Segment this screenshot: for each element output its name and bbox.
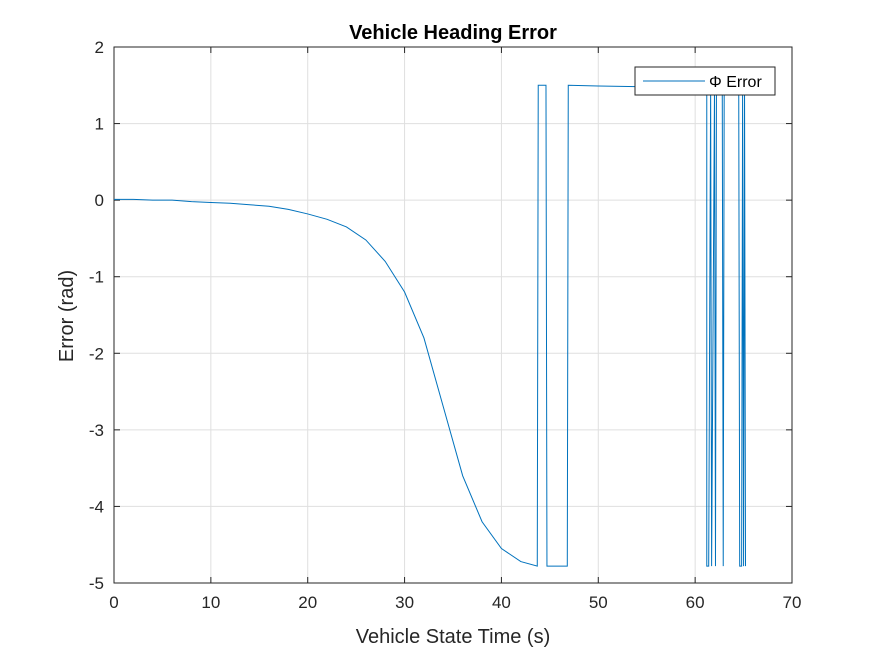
x-tick-label: 70	[783, 593, 802, 612]
y-tick-label: -5	[89, 574, 104, 593]
legend-label: Φ Error	[709, 74, 762, 91]
y-tick-label: 0	[95, 191, 104, 210]
y-tick-label: -1	[89, 268, 104, 287]
y-tick-label: -2	[89, 344, 104, 363]
x-tick-label: 10	[201, 593, 220, 612]
chart-title: Vehicle Heading Error	[349, 22, 557, 44]
x-tick-label: 20	[298, 593, 317, 612]
axes-frame	[113, 46, 793, 584]
axes-background	[114, 47, 792, 583]
x-tick-label: 60	[686, 593, 705, 612]
series-line-phi-error	[114, 84, 747, 567]
x-tick-label: 0	[109, 593, 118, 612]
plot-area: 0 10 20 30 40 50 60 70 -5 -4 -3 -2 -1 0 1 2 Φ Error	[89, 38, 802, 612]
y-tick-label: -4	[89, 497, 104, 516]
y-axis-label: Error (rad)	[56, 270, 78, 362]
y-tick-label: 2	[95, 38, 104, 57]
x-axis-label: Vehicle State Time (s)	[356, 626, 551, 648]
y-tick-label: -3	[89, 421, 104, 440]
legend: Φ Error	[634, 66, 776, 96]
x-tick-label: 40	[492, 593, 511, 612]
y-tick-label: 1	[95, 115, 104, 134]
x-tick-label: 50	[589, 593, 608, 612]
x-tick-label: 30	[395, 593, 414, 612]
